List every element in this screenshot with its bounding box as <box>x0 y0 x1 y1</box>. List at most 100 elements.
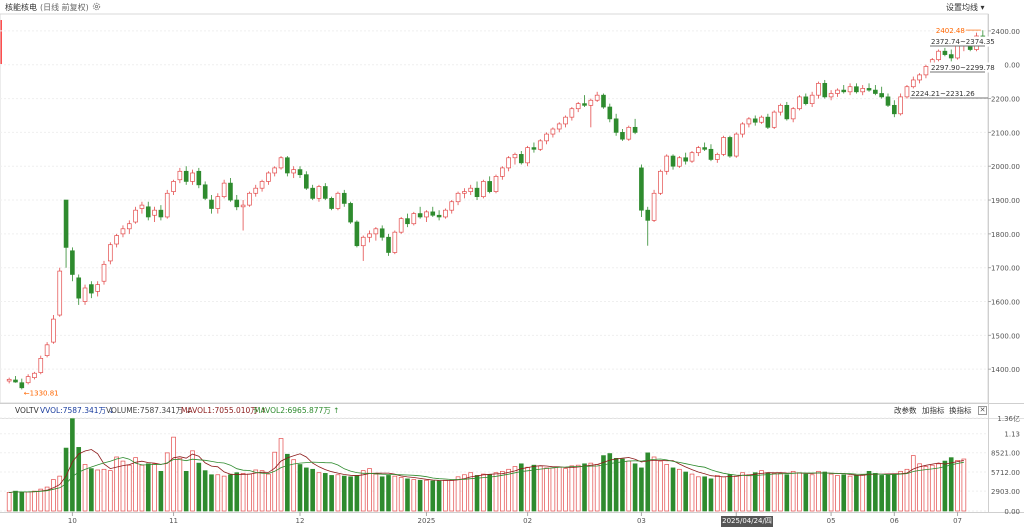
volume-bar <box>367 468 372 512</box>
candle-body <box>493 176 499 192</box>
volume-bar <box>582 463 587 512</box>
volume-bar <box>253 469 259 512</box>
candle-body <box>620 132 625 140</box>
candle <box>76 274 82 305</box>
candle-body <box>537 140 543 150</box>
candle-body <box>139 204 145 209</box>
candle-body <box>221 182 227 198</box>
candle <box>25 374 31 385</box>
candle-body <box>854 86 859 93</box>
volume-bar <box>784 474 790 512</box>
volume-bar <box>493 472 499 512</box>
candle-body <box>740 123 745 135</box>
candle-body <box>44 344 50 356</box>
candle <box>778 103 783 116</box>
candle <box>183 166 189 185</box>
switch-indicator-button[interactable]: 换指标 <box>949 406 972 415</box>
close-indicator-button[interactable]: ✕ <box>978 406 987 415</box>
vvol-value: VVOL:7587.341万 ↓ <box>40 406 115 415</box>
volume-bar <box>152 463 157 512</box>
candle <box>746 117 752 128</box>
candle <box>525 145 530 167</box>
volume-bar <box>272 451 278 512</box>
candle <box>341 189 347 207</box>
volume-bar <box>670 467 676 512</box>
volume-bar <box>594 464 600 512</box>
set-ma-button[interactable]: 设置均线 ▾ <box>946 3 985 12</box>
volume-bar <box>696 476 701 512</box>
candle <box>714 152 720 163</box>
candle <box>145 201 151 221</box>
volume-bar <box>386 475 391 512</box>
volume-bar <box>145 463 151 512</box>
candle-body <box>126 223 132 230</box>
candle <box>544 132 549 145</box>
candle-body <box>455 192 461 203</box>
candle <box>740 122 745 138</box>
volume-bar <box>51 479 56 512</box>
candle <box>708 144 714 162</box>
volume-value: VOLUME:7587.341万 ↓ <box>106 406 192 415</box>
candle-body <box>835 89 840 94</box>
volume-bar <box>797 472 802 512</box>
candle <box>942 47 948 57</box>
candle <box>278 156 284 170</box>
volume-bar <box>809 474 815 512</box>
candle <box>727 135 733 158</box>
candle-body <box>639 167 644 211</box>
level-label-1: 2372.74~2374.35 <box>931 38 995 46</box>
candle <box>898 93 903 116</box>
volume-bar <box>38 488 44 512</box>
candle-body <box>942 50 948 55</box>
volume-bar <box>854 475 859 512</box>
candle <box>108 242 113 265</box>
volume-bar <box>506 468 511 512</box>
volume-bar <box>455 476 461 512</box>
params-button[interactable]: 改参数 <box>894 406 917 415</box>
max-price-label: 2402.48 <box>936 27 965 35</box>
candle-body <box>696 147 701 154</box>
candle <box>234 194 240 211</box>
volume-tick-label: 5712.00 <box>991 469 1020 477</box>
add-indicator-button[interactable]: 加指标 <box>922 406 945 415</box>
candle <box>506 156 511 172</box>
volume-bar <box>285 453 290 512</box>
candle-body <box>183 170 189 182</box>
candle <box>247 191 252 207</box>
candle-body <box>879 93 884 98</box>
candle-body <box>392 231 398 253</box>
volume-bar <box>215 474 221 512</box>
candle-body <box>664 155 670 172</box>
candle-body <box>632 126 638 133</box>
candle-body <box>651 192 657 221</box>
candle <box>417 206 423 219</box>
x-tick-label: 11 <box>169 517 178 525</box>
candle-body <box>556 123 562 130</box>
volume-bar <box>183 470 189 512</box>
volume-bar <box>563 468 568 512</box>
candle <box>904 85 910 99</box>
candle-body <box>253 187 259 194</box>
candle-body <box>114 235 119 245</box>
candle <box>449 200 455 214</box>
candle <box>790 107 796 123</box>
volume-bar <box>841 474 847 512</box>
candle-body <box>816 82 821 96</box>
volume-bar <box>714 475 720 512</box>
candle <box>696 145 701 157</box>
candle-body <box>658 170 663 194</box>
volume-tick-label: 2903.00 <box>991 488 1020 496</box>
candle-body <box>892 104 897 115</box>
candle <box>803 93 809 106</box>
volume-bar <box>620 458 625 512</box>
x-tick-label: 06 <box>890 517 899 525</box>
candle <box>537 139 543 151</box>
candle <box>683 152 688 165</box>
candle <box>240 200 246 231</box>
candle-body <box>506 157 511 169</box>
candle <box>797 95 802 111</box>
gear-icon[interactable] <box>92 2 101 11</box>
volume-bar <box>392 475 398 512</box>
candle-body <box>310 187 315 199</box>
